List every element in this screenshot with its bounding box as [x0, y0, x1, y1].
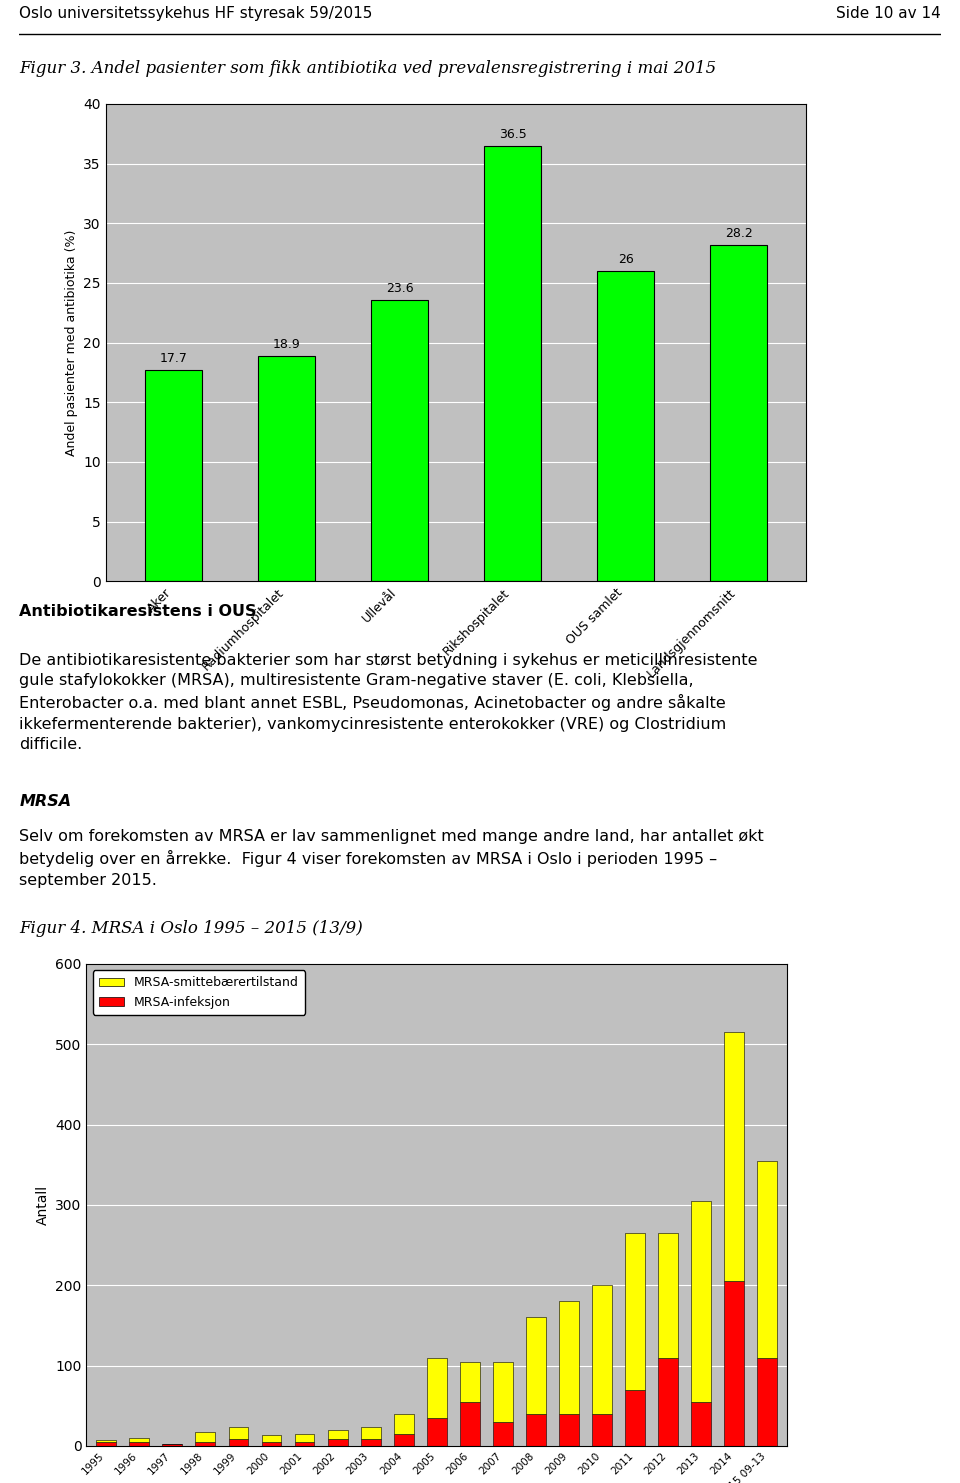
Bar [196, 1441, 215, 1446]
Text: MRSA: MRSA [19, 795, 71, 810]
Bar [493, 1361, 513, 1422]
Bar [484, 145, 540, 581]
Bar [526, 1317, 546, 1413]
Bar [394, 1413, 414, 1434]
Bar [725, 1281, 744, 1446]
Bar [295, 1434, 315, 1441]
Bar [261, 1436, 281, 1441]
Bar [96, 1440, 116, 1441]
Bar [130, 1439, 149, 1441]
Y-axis label: Andel pasienter med antibiotika (%): Andel pasienter med antibiotika (%) [64, 230, 78, 455]
Text: 18.9: 18.9 [273, 338, 300, 351]
Bar [493, 1422, 513, 1446]
Bar [526, 1413, 546, 1446]
Bar [757, 1357, 778, 1446]
Text: Side 10 av 14: Side 10 av 14 [836, 6, 941, 21]
Y-axis label: Antall: Antall [36, 1185, 50, 1225]
Legend: MRSA-smittebærertilstand, MRSA-infeksjon: MRSA-smittebærertilstand, MRSA-infeksjon [93, 970, 305, 1014]
Bar [327, 1430, 348, 1440]
Bar [130, 1441, 149, 1446]
Bar [659, 1232, 678, 1357]
Text: 26: 26 [617, 254, 634, 265]
Text: Selv om forekomsten av MRSA er lav sammenlignet med mange andre land, har antall: Selv om forekomsten av MRSA er lav samme… [19, 829, 764, 888]
Text: Antibiotikaresistens i OUS: Antibiotikaresistens i OUS [19, 604, 256, 618]
Bar [295, 1441, 315, 1446]
Bar [361, 1428, 380, 1440]
Bar [691, 1201, 711, 1401]
Bar [559, 1413, 579, 1446]
Bar [725, 1032, 744, 1281]
Bar [327, 1440, 348, 1446]
Text: 28.2: 28.2 [725, 227, 753, 240]
Text: Figur 4. MRSA i Oslo 1995 – 2015 (13/9): Figur 4. MRSA i Oslo 1995 – 2015 (13/9) [19, 919, 363, 937]
Bar [460, 1361, 480, 1401]
Bar [261, 1441, 281, 1446]
Bar [372, 300, 428, 581]
Bar [592, 1413, 612, 1446]
Bar [96, 1441, 116, 1446]
Bar [427, 1418, 446, 1446]
Bar [228, 1440, 249, 1446]
Bar [757, 1161, 778, 1357]
Text: Figur 3. Andel pasienter som fikk antibiotika ved prevalensregistrering i mai 20: Figur 3. Andel pasienter som fikk antibi… [19, 59, 716, 77]
Text: De antibiotikaresistente bakterier som har størst betydning i sykehus er meticil: De antibiotikaresistente bakterier som h… [19, 653, 757, 752]
Bar [659, 1357, 678, 1446]
Bar [258, 356, 315, 581]
Text: 36.5: 36.5 [498, 128, 526, 141]
Bar [361, 1440, 380, 1446]
Text: Oslo universitetssykehus HF styresak 59/2015: Oslo universitetssykehus HF styresak 59/… [19, 6, 372, 21]
Bar [592, 1286, 612, 1413]
Bar [710, 245, 767, 581]
Bar [625, 1232, 645, 1390]
Bar [559, 1302, 579, 1413]
Bar [145, 371, 202, 581]
Bar [196, 1433, 215, 1441]
Bar [597, 271, 654, 581]
Bar [625, 1390, 645, 1446]
Bar [691, 1401, 711, 1446]
Bar [162, 1444, 182, 1446]
Bar [228, 1428, 249, 1440]
Bar [394, 1434, 414, 1446]
Bar [460, 1401, 480, 1446]
Bar [427, 1357, 446, 1418]
Text: 17.7: 17.7 [159, 353, 187, 365]
Text: 23.6: 23.6 [386, 282, 414, 295]
